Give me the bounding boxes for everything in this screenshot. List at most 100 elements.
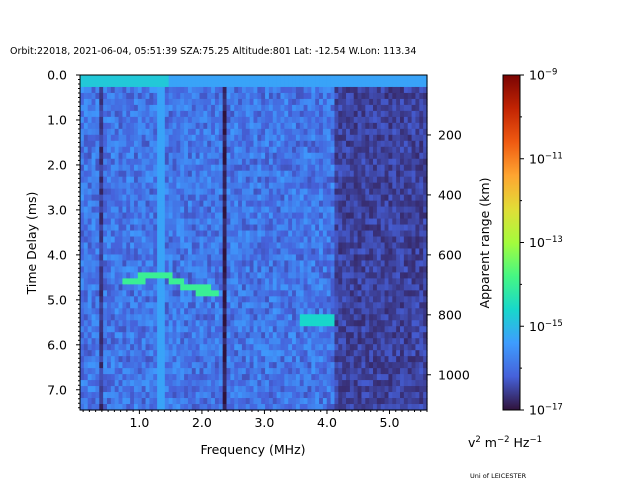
heatmap-cell — [130, 152, 135, 160]
heatmap-cell — [218, 146, 224, 154]
heatmap-cell — [423, 134, 428, 142]
heatmap-cell — [99, 308, 104, 315]
heatmap-cell — [403, 338, 409, 345]
heatmap-cell — [373, 368, 378, 375]
heatmap-cell — [87, 296, 93, 303]
heatmap-cell — [149, 182, 154, 190]
heatmap-cell — [222, 200, 228, 208]
heatmap-cell — [357, 314, 363, 321]
heatmap-cell — [334, 326, 339, 333]
heatmap-cell — [411, 320, 417, 327]
heatmap-cell — [326, 152, 332, 160]
heatmap-cell — [126, 290, 131, 297]
heatmap-cell — [369, 122, 374, 130]
heatmap-cell — [326, 104, 332, 112]
heatmap-cell — [334, 398, 339, 405]
heatmap-cell — [373, 386, 378, 393]
heatmap-cell — [87, 98, 93, 106]
heatmap-cell — [137, 254, 143, 262]
heatmap-cell — [230, 290, 235, 297]
heatmap-cell — [87, 248, 93, 256]
heatmap-cell — [176, 374, 181, 381]
heatmap-cell — [400, 266, 405, 274]
heatmap-cell — [272, 158, 278, 166]
heatmap-cell — [288, 86, 293, 94]
heatmap-cell — [149, 266, 154, 274]
heatmap-cell — [176, 398, 181, 405]
heatmap-cell — [411, 110, 417, 118]
heatmap-cell — [284, 338, 289, 345]
heatmap-cell — [180, 344, 185, 351]
heatmap-cell — [357, 188, 363, 196]
heatmap-cell — [292, 386, 297, 393]
heatmap-cell — [319, 272, 324, 279]
heatmap-cell — [349, 314, 355, 321]
heatmap-cell — [133, 230, 139, 238]
heatmap-cell — [319, 374, 324, 381]
heatmap-cell — [118, 75, 124, 82]
heatmap-cell — [245, 326, 251, 333]
heatmap-cell — [157, 110, 162, 118]
heatmap-cell — [211, 152, 216, 160]
heatmap-cell — [164, 206, 170, 214]
heatmap-cell — [249, 368, 255, 375]
heatmap-cell — [103, 374, 108, 381]
heatmap-cell — [234, 278, 239, 285]
heatmap-cell — [160, 98, 166, 106]
heatmap-cell — [357, 344, 363, 351]
heatmap-cell — [249, 398, 255, 405]
heatmap-cell — [342, 92, 347, 100]
heatmap-cell — [149, 392, 154, 399]
heatmap-cell — [303, 116, 309, 124]
heatmap-cell — [126, 206, 131, 214]
heatmap-cell — [361, 206, 366, 214]
heatmap-cell — [361, 218, 366, 226]
heatmap-cell — [130, 140, 135, 148]
heatmap-cell — [411, 302, 417, 309]
heatmap-cell — [249, 206, 255, 214]
heatmap-cell — [133, 284, 139, 291]
heatmap-cell — [180, 230, 185, 238]
heatmap-cell — [95, 152, 100, 160]
heatmap-cell — [176, 188, 181, 196]
heatmap-cell — [411, 290, 417, 297]
heatmap-cell — [176, 110, 181, 118]
heatmap-cell — [172, 218, 177, 226]
heatmap-cell — [141, 122, 147, 130]
heatmap-cell — [226, 86, 231, 94]
heatmap-cell — [172, 86, 177, 94]
heatmap-cell — [373, 362, 378, 369]
heatmap-cell — [411, 200, 417, 208]
heatmap-cell — [392, 224, 397, 232]
heatmap-cell — [168, 236, 174, 244]
heatmap-cell — [361, 296, 366, 303]
heatmap-cell — [357, 254, 363, 262]
heatmap-cell — [257, 110, 262, 118]
heatmap-cell — [110, 146, 116, 154]
heatmap-cell — [222, 176, 228, 184]
heatmap-cell — [365, 188, 370, 196]
heatmap-cells — [80, 75, 428, 411]
heatmap-cell — [203, 212, 208, 220]
heatmap-cell — [403, 368, 409, 375]
heatmap-cell — [118, 374, 124, 381]
heatmap-cell — [226, 392, 231, 399]
heatmap-cell — [114, 296, 120, 303]
heatmap-cell — [245, 116, 251, 124]
heatmap-cell — [419, 248, 424, 256]
heatmap-cell — [187, 152, 193, 160]
heatmap-cell — [288, 254, 293, 262]
heatmap-cell — [126, 368, 131, 375]
heatmap-cell — [164, 194, 170, 202]
heatmap-cell — [299, 110, 305, 118]
heatmap-cell — [83, 80, 89, 88]
heatmap-cell — [311, 392, 316, 399]
heatmap-cell — [369, 188, 374, 196]
heatmap-cell — [145, 404, 150, 411]
heatmap-cell — [322, 374, 328, 381]
heatmap-cell — [257, 314, 262, 321]
heatmap-cell — [203, 206, 208, 214]
heatmap-cell — [130, 284, 135, 291]
heatmap-cell — [349, 75, 355, 82]
heatmap-cell — [137, 98, 143, 106]
